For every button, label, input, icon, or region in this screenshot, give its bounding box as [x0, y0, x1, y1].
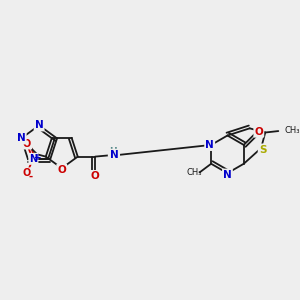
Text: CH₃: CH₃: [187, 168, 202, 177]
Text: N: N: [35, 120, 44, 130]
Text: O: O: [254, 127, 263, 136]
Text: +: +: [34, 153, 41, 162]
Text: O: O: [23, 139, 31, 148]
Text: N: N: [223, 169, 232, 180]
Text: CH₃: CH₃: [284, 126, 300, 135]
Text: O: O: [57, 165, 66, 175]
Text: N: N: [29, 154, 38, 164]
Text: N: N: [110, 150, 119, 160]
Text: N: N: [17, 134, 26, 143]
Text: N: N: [205, 140, 214, 150]
Text: H: H: [109, 147, 116, 156]
Text: O: O: [91, 171, 100, 181]
Text: -: -: [28, 172, 33, 182]
Text: O: O: [22, 168, 31, 178]
Text: S: S: [259, 145, 266, 154]
